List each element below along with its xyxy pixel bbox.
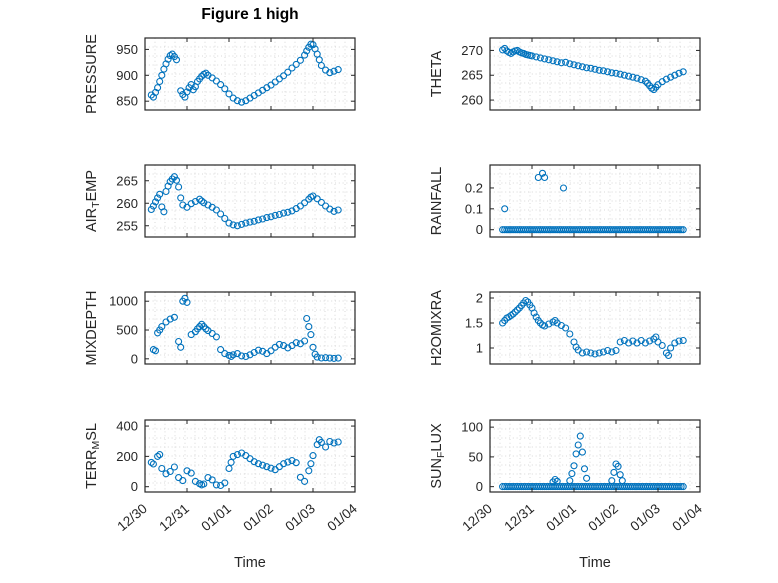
x-tick-label: 01/01 [198, 501, 234, 534]
y-axis-label: PRESSURE [84, 34, 100, 114]
y-tick-label: 260 [461, 93, 483, 108]
figure-title: Figure 1 high [201, 6, 299, 23]
data-points [147, 40, 342, 106]
chart-mixdepth: 0 500 1000 MIXDEPTH [84, 291, 356, 366]
y-tick-label: 400 [116, 419, 138, 434]
y-tick-label: 265 [116, 173, 138, 188]
y-tick-label: 270 [461, 43, 483, 58]
tick-marks [144, 38, 356, 110]
x-tick-label: 01/01 [543, 501, 579, 534]
y-tick-label: 0 [476, 222, 483, 237]
y-tick-label: 0 [131, 351, 138, 366]
x-tick-label: 12/30 [459, 501, 495, 534]
chart-terr_msl: 0 200 400 12/30 12/31 01/01 01/02 01/03 01/04 TER… [84, 419, 360, 534]
y-tick-label: 100 [461, 420, 483, 435]
data-points [499, 169, 687, 234]
plot-area [490, 38, 700, 110]
x-tick-label: 01/04 [324, 501, 360, 535]
y-tick-label: 0 [476, 479, 483, 494]
y-tick-label: 0.1 [465, 201, 483, 216]
grid-lines [490, 420, 700, 492]
axes-box [489, 419, 701, 493]
y-tick-label: 1 [476, 341, 483, 356]
x-tick-label: 01/02 [240, 501, 276, 534]
x-tick-label: 12/31 [501, 501, 537, 534]
plot-area [145, 292, 355, 364]
y-tick-label: 0.2 [465, 180, 483, 195]
tick-marks [489, 165, 701, 237]
tick-marks [144, 165, 356, 237]
tick-marks [489, 292, 701, 364]
tick-marks [144, 292, 356, 364]
y-tick-label: 2 [476, 291, 483, 306]
y-tick-label: 200 [116, 449, 138, 464]
y-axis-label: THETA [429, 50, 445, 97]
x-tick-label: 12/30 [114, 501, 150, 534]
axes-box [144, 291, 356, 365]
y-tick-label: 50 [469, 449, 483, 464]
chart-rainfall: 0 0.1 0.2 RAINFALL [429, 164, 701, 238]
grid-lines [145, 420, 355, 492]
tick-marks [144, 420, 356, 492]
y-tick-label: 900 [116, 68, 138, 83]
y-tick-label: 500 [116, 323, 138, 338]
chart-h2omixra: 1 1.5 2 H2OMIXRA [429, 290, 701, 366]
axes-box [144, 37, 356, 111]
plot-area [145, 38, 355, 110]
tick-marks [489, 38, 701, 110]
x-tick-label: 01/03 [282, 501, 318, 534]
x-axis-label-right: Time [579, 555, 611, 571]
plot-area [490, 420, 700, 492]
axes-box [489, 164, 701, 238]
y-axis-label: MIXDEPTH [84, 291, 100, 366]
x-tick-label: 12/31 [156, 501, 192, 534]
axes-box [489, 291, 701, 365]
chart-pressure: 850 900 950 PRESSURE [84, 34, 356, 114]
data-points [149, 294, 342, 362]
x-tick-label: 01/04 [669, 501, 705, 535]
y-axis-label: AIRTEMP [84, 170, 102, 232]
y-tick-label: 1000 [109, 294, 138, 309]
x-tick-label: 01/03 [627, 501, 663, 534]
y-tick-label: 265 [461, 68, 483, 83]
y-tick-label: 0 [131, 479, 138, 494]
axes-box [489, 37, 701, 111]
data-points [499, 44, 687, 94]
y-axis-label: H2OMIXRA [429, 290, 445, 366]
x-axis-label-left: Time [234, 555, 266, 571]
y-tick-label: 850 [116, 94, 138, 109]
y-tick-label: 1.5 [465, 316, 483, 331]
y-axis-label: TERRMSL [84, 423, 102, 489]
tick-marks [489, 420, 701, 492]
chart-air_temp: 255 260 265 AIRTEMP [84, 164, 356, 238]
x-tick-label: 01/02 [585, 501, 621, 534]
axes-box [144, 164, 356, 238]
y-axis-label: RAINFALL [429, 167, 445, 236]
grid-lines [145, 165, 355, 237]
data-points [499, 296, 687, 360]
grid-lines [145, 38, 355, 110]
y-tick-label: 255 [116, 218, 138, 233]
y-tick-label: 950 [116, 42, 138, 57]
data-points [147, 436, 342, 490]
data-points [499, 432, 687, 491]
y-tick-label: 260 [116, 196, 138, 211]
data-points [147, 173, 342, 230]
y-axis-label: SUNFLUX [429, 423, 447, 489]
chart-theta: 260 265 270 THETA [429, 37, 701, 111]
chart-sun_flux: 0 50 100 12/30 12/31 01/01 01/02 01/03 01/04 SUNF… [429, 419, 705, 535]
